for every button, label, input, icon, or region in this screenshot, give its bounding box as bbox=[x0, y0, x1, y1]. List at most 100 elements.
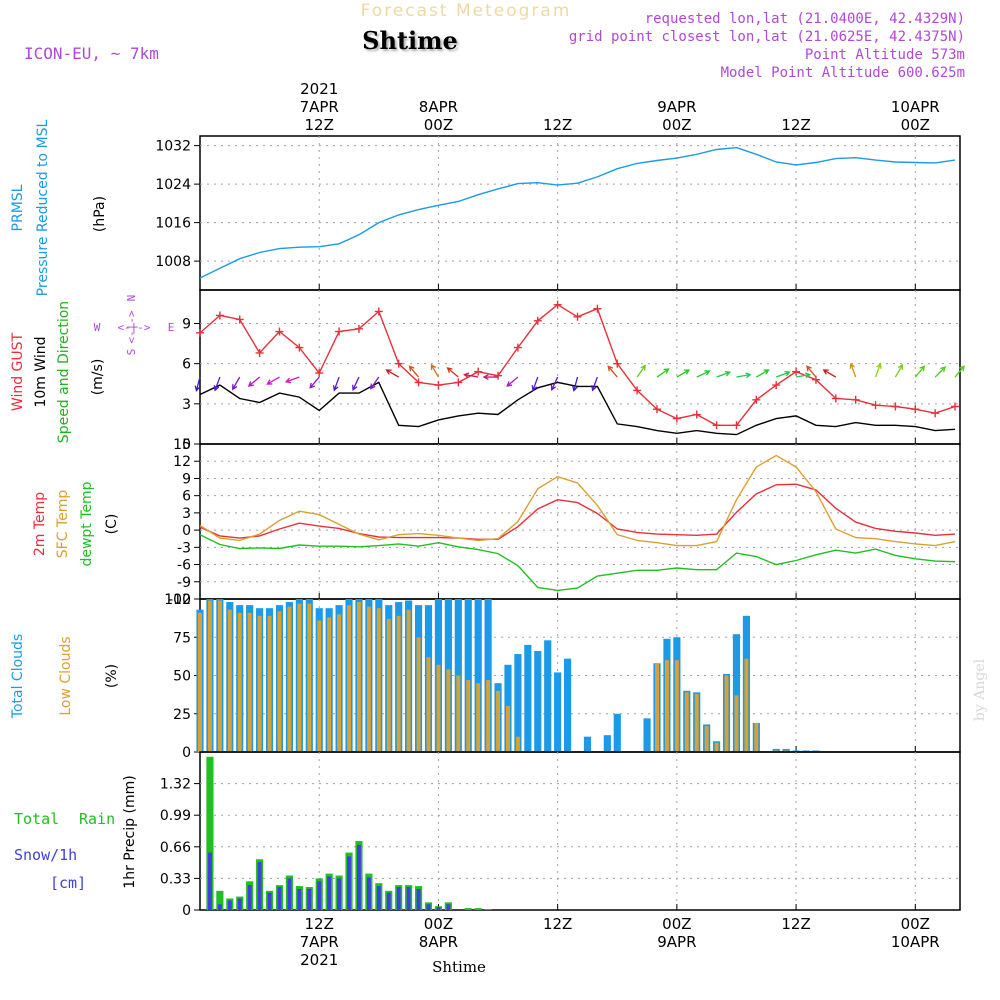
clouds-bar-low_clouds-56 bbox=[754, 722, 759, 752]
wind-direction-arrow-6 bbox=[309, 376, 320, 389]
temperature-ytick-label-1: -9 bbox=[177, 575, 191, 591]
clouds-bar-low_clouds-54 bbox=[734, 695, 739, 752]
wind-direction-arrow-30 bbox=[795, 372, 812, 379]
temp-label-2m: 2m Temp bbox=[32, 492, 48, 556]
point-altitude: Point Altitude 573m bbox=[805, 47, 965, 63]
precip-ytick-label-0: 0 bbox=[182, 903, 191, 919]
clouds-unit: (%) bbox=[104, 664, 120, 688]
temperature-series-temp2m-line bbox=[199, 483, 956, 540]
top-time-label-3-0: 9APR bbox=[657, 98, 696, 116]
bottom-time-label-0-1: 7APR bbox=[300, 933, 339, 951]
wind-direction-arrow-3 bbox=[247, 376, 261, 387]
gust-marker-11 bbox=[414, 378, 423, 387]
precip-panel-labels: Total Rain Snow/1h [cm] 1hr Precip (mm) bbox=[14, 775, 138, 892]
wind-direction-arrow-34 bbox=[874, 362, 882, 378]
clouds-bar-low_clouds-19 bbox=[386, 618, 391, 752]
clouds-bar-low_clouds-48 bbox=[674, 660, 679, 752]
pressure-label-prmsl: PRMSL bbox=[10, 184, 26, 231]
gust-marker-9 bbox=[374, 307, 383, 316]
bottom-time-label-5-1: 10APR bbox=[891, 933, 940, 951]
wind-direction-arrow-2 bbox=[232, 376, 241, 391]
gust-marker-7 bbox=[335, 327, 344, 336]
wind-direction-arrow-25 bbox=[696, 370, 711, 378]
pressure-panel: 1008 1016 1024 1032 bbox=[155, 135, 961, 291]
bottom-time-label-0-2: 2021 bbox=[300, 951, 338, 969]
pressure-ytick-label-1: 1016 bbox=[155, 216, 191, 232]
pressure-ytick-label-2: 1024 bbox=[155, 177, 191, 193]
clouds-bar-low_clouds-47 bbox=[664, 660, 669, 752]
clouds-bar-low_clouds-26 bbox=[456, 675, 461, 752]
gust-marker-27 bbox=[732, 421, 741, 430]
wind-direction-arrow-0 bbox=[194, 376, 201, 392]
wind-direction-arrow-23 bbox=[656, 368, 670, 378]
pressure-ytick-label-0: 1008 bbox=[155, 254, 191, 270]
gust-marker-8 bbox=[354, 324, 363, 333]
gust-marker-23 bbox=[652, 405, 661, 414]
clouds-bar-low_clouds-2 bbox=[217, 600, 222, 752]
clouds-bar-low_clouds-13 bbox=[327, 617, 332, 752]
clouds-bar-total_clouds-35 bbox=[544, 640, 552, 752]
wind-ytick-label-0: 0 bbox=[182, 437, 191, 453]
pressure-frame bbox=[199, 135, 961, 291]
wind-direction-arrow-36 bbox=[914, 365, 926, 378]
clouds-label-low: Low Clouds bbox=[58, 636, 74, 715]
precip-ytick-label-2: 0.66 bbox=[160, 840, 191, 856]
clouds-ytick-label-1: 25 bbox=[173, 707, 191, 723]
bottom-station-label: Shtime bbox=[432, 958, 486, 976]
gust-marker-15 bbox=[494, 371, 503, 380]
precip-bar-snow-8 bbox=[287, 878, 292, 910]
gust-marker-10 bbox=[394, 359, 403, 368]
requested-coords: requested lon,lat (21.0400E, 42.4329N) bbox=[645, 11, 965, 27]
clouds-bar-low_clouds-24 bbox=[436, 664, 441, 752]
top-time-label-1-1: 00Z bbox=[424, 116, 453, 134]
precip-bar-rain-28 bbox=[484, 909, 492, 910]
clouds-bar-low_clouds-7 bbox=[267, 615, 272, 752]
clouds-bar-total_clouds-60 bbox=[792, 750, 800, 752]
gust-marker-32 bbox=[831, 394, 840, 403]
wind-label-direction: Speed and Direction bbox=[56, 301, 72, 443]
wind-direction-arrow-28 bbox=[756, 369, 770, 378]
top-time-label-5-0: 10APR bbox=[891, 98, 940, 116]
wind-direction-arrow-37 bbox=[934, 366, 947, 378]
bottom-time-label-4-0: 12Z bbox=[781, 915, 810, 933]
clouds-bar-total_clouds-27 bbox=[464, 599, 472, 752]
gust-marker-31 bbox=[811, 375, 820, 384]
clouds-bar-low_clouds-50 bbox=[694, 693, 699, 752]
wind-direction-arrow-32 bbox=[822, 369, 837, 378]
temperature-ytick-label-9: 15 bbox=[173, 437, 191, 453]
credit-watermark: by Angel bbox=[972, 658, 988, 721]
gust-marker-14 bbox=[474, 367, 483, 376]
model-altitude: Model Point Altitude 600.625m bbox=[721, 65, 965, 81]
clouds-bar-low_clouds-11 bbox=[307, 603, 312, 752]
clouds-bar-total_clouds-54 bbox=[732, 634, 741, 752]
clouds-bar-low_clouds-58 bbox=[774, 750, 779, 752]
temperature-ytick-label-3: -3 bbox=[177, 540, 191, 556]
wind-direction-arrow-20 bbox=[591, 376, 598, 392]
clouds-bar-total_clouds-45 bbox=[643, 718, 651, 752]
gust-marker-35 bbox=[891, 402, 900, 411]
precip-bar-rain-27 bbox=[474, 908, 482, 910]
model-label: ICON-EU, ~ 7km bbox=[24, 44, 159, 63]
wind-direction-arrow-31 bbox=[806, 365, 817, 378]
precip-label-rain: Rain bbox=[79, 810, 115, 828]
temperature-ytick-label-7: 9 bbox=[182, 471, 191, 487]
gust-marker-36 bbox=[911, 405, 920, 414]
clouds-bar-low_clouds-21 bbox=[406, 609, 411, 752]
precip-label-total: Total bbox=[14, 810, 59, 828]
temp-label-dewpt: dewpt Temp bbox=[79, 481, 95, 566]
temp-label-sfc: SFC Temp bbox=[55, 490, 71, 559]
wind-direction-arrow-17 bbox=[531, 376, 539, 392]
clouds-bar-low_clouds-1 bbox=[207, 600, 212, 752]
precip-ytick-label-4: 1.32 bbox=[160, 777, 191, 793]
gust-marker-6 bbox=[315, 369, 324, 378]
clouds-bar-low_clouds-55 bbox=[744, 658, 749, 752]
wind-direction-arrow-19 bbox=[572, 376, 579, 392]
precip-unit: 1hr Precip (mm) bbox=[122, 775, 138, 888]
bottom-time-label-0-0: 12Z bbox=[305, 915, 334, 933]
wind-direction-arrow-35 bbox=[894, 363, 904, 378]
clouds-bar-low_clouds-12 bbox=[317, 620, 322, 752]
temperature-ytick-label-4: 0 bbox=[182, 523, 191, 539]
precip-bar-snow-21 bbox=[416, 888, 421, 910]
top-time-label-0-2: 12Z bbox=[305, 116, 334, 134]
wind-direction-arrow-7 bbox=[332, 376, 340, 392]
